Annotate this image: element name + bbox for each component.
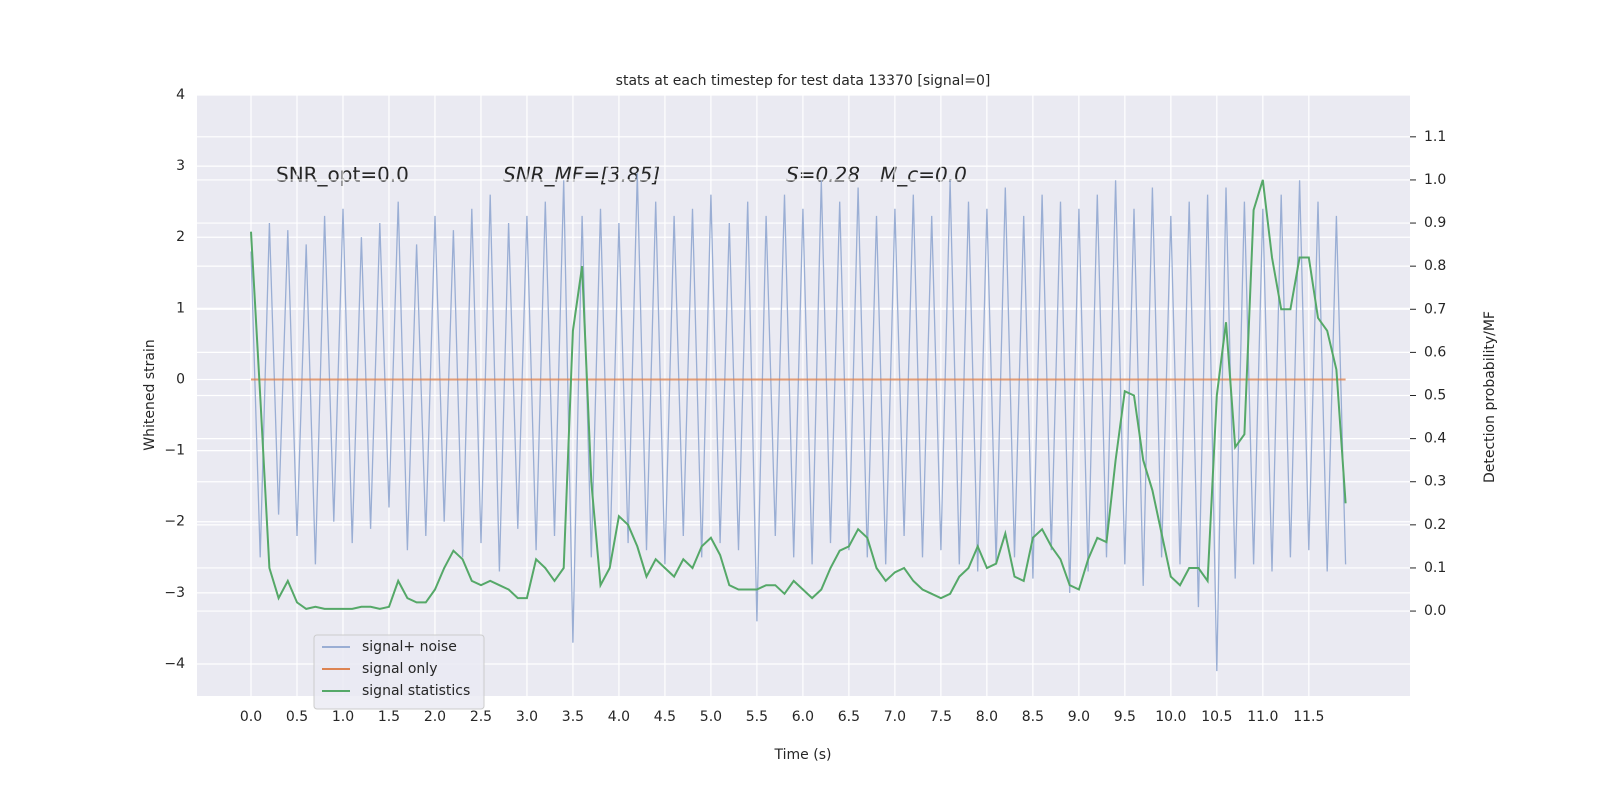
x-tick-label: 1.0	[332, 709, 354, 725]
x-tick-label: 6.5	[838, 709, 860, 725]
y-tick-label: 4	[176, 87, 185, 103]
y-tick-label: 0	[176, 371, 185, 387]
series-line	[250, 179, 1347, 610]
y2-tick-label: 1.0	[1424, 172, 1446, 188]
series-line	[250, 173, 1347, 672]
x-tick-label: 3.5	[562, 709, 584, 725]
x-tick-label: 2.5	[470, 709, 492, 725]
x-axis-label: Time (s)	[774, 747, 832, 763]
y-axis-label: Whitened strain	[142, 339, 158, 450]
x-tick-label: 4.5	[654, 709, 676, 725]
legend: signal+ noise signal only signal statistic…	[313, 634, 485, 710]
y2-tick-label: 0.7	[1424, 301, 1446, 317]
x-tick-label: 5.5	[746, 709, 768, 725]
y2-tick-label: 0.3	[1424, 474, 1446, 490]
x-tick-label: 8.5	[1022, 709, 1044, 725]
y2-tick-label: 0.8	[1424, 258, 1446, 274]
x-tick-label: 0.5	[286, 709, 308, 725]
x-tick-label: 3.0	[516, 709, 538, 725]
x-tick-label: 4.0	[608, 709, 630, 725]
y-tick-label: −2	[164, 514, 185, 530]
x-tick-label: 6.0	[792, 709, 814, 725]
y2-tick-label: 0.6	[1424, 344, 1446, 360]
y-tick-label: 3	[176, 158, 185, 174]
y2-tick-label: 0.1	[1424, 560, 1446, 576]
legend-label: signal only	[362, 661, 437, 677]
x-tick-label: 5.0	[700, 709, 722, 725]
legend-label: signal statistics	[362, 683, 470, 699]
x-tick-label: 10.0	[1155, 709, 1186, 725]
x-tick-label: 7.0	[884, 709, 906, 725]
x-tick-label: 9.0	[1068, 709, 1090, 725]
y2-tick-label: 1.1	[1424, 129, 1446, 145]
x-tick-label: 11.5	[1293, 709, 1324, 725]
x-tick-label: 0.0	[240, 709, 262, 725]
y-tick-label: −4	[164, 656, 185, 672]
x-tick-label: 7.5	[930, 709, 952, 725]
y2-tick-label: 0.4	[1424, 431, 1446, 447]
y-tick-label: −3	[164, 585, 185, 601]
grid	[197, 94, 1410, 696]
chart-title: stats at each timestep for test data 133…	[616, 73, 991, 89]
y2-tick-label: 0.5	[1424, 388, 1446, 404]
y-tick-label: 1	[176, 300, 185, 316]
x-tick-label: 2.0	[424, 709, 446, 725]
y-tick-label: 2	[176, 229, 185, 245]
x-tick-label: 1.5	[378, 709, 400, 725]
legend-label: signal+ noise	[362, 639, 457, 655]
x-tick-label: 9.5	[1114, 709, 1136, 725]
x-tick-label: 8.0	[976, 709, 998, 725]
y2-tick-label: 0.9	[1424, 215, 1446, 231]
y2-axis-label: Detection probability/MF	[1482, 311, 1498, 483]
y2-tick-label: 0.0	[1424, 603, 1446, 619]
x-tick-label: 10.5	[1201, 709, 1232, 725]
legend-box	[313, 634, 485, 710]
y2-tick-label: 0.2	[1424, 517, 1446, 533]
y-tick-label: −1	[164, 443, 185, 459]
x-tick-label: 11.0	[1247, 709, 1278, 725]
series-layer	[250, 173, 1347, 672]
